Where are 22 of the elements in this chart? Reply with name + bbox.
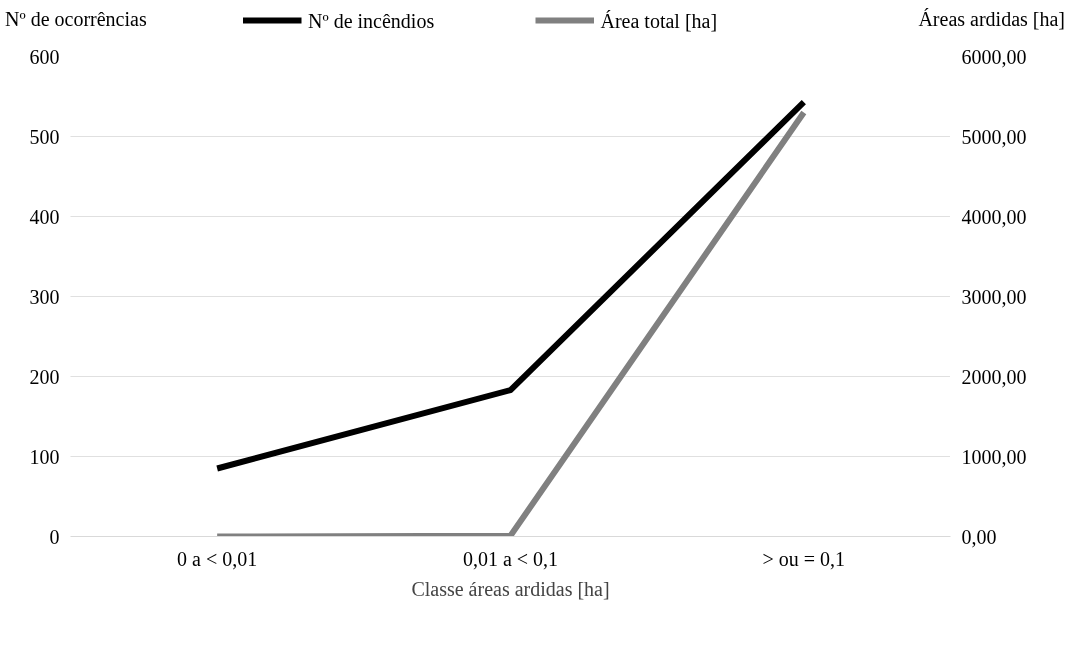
legend-label: Nº de incêndios	[308, 9, 435, 32]
y2-axis-title: Áreas ardidas [ha]	[918, 7, 1065, 32]
y-tick-label: 300	[29, 285, 60, 308]
y2-tick-label: 3000,00	[961, 285, 1027, 308]
y-tick-label: 400	[29, 205, 60, 228]
y2-tick-label: 2000,00	[961, 365, 1027, 388]
y2-tick-label: 6000,00	[961, 45, 1027, 68]
y2-tick-label: 0,00	[961, 525, 997, 548]
y-axis-title: Nº de ocorrências	[5, 7, 147, 32]
legend-label: Área total [ha]	[600, 9, 718, 32]
y2-tick-label: 4000,00	[961, 205, 1027, 228]
y-tick-label: 600	[29, 45, 60, 68]
y-tick-label: 0	[49, 525, 60, 548]
y-tick-label: 100	[29, 445, 60, 468]
y2-tick-label: 5000,00	[961, 125, 1027, 148]
x-axis-title: Classe áreas ardidas [ha]	[411, 577, 610, 600]
y-tick-label: 500	[29, 125, 60, 148]
x-tick-label: > ou = 0,1	[762, 547, 846, 570]
y2-tick-label: 1000,00	[961, 445, 1027, 468]
x-tick-label: 0,01 a < 0,1	[462, 547, 559, 570]
y-tick-label: 200	[29, 365, 60, 388]
x-tick-label: 0 a < 0,01	[177, 547, 258, 570]
